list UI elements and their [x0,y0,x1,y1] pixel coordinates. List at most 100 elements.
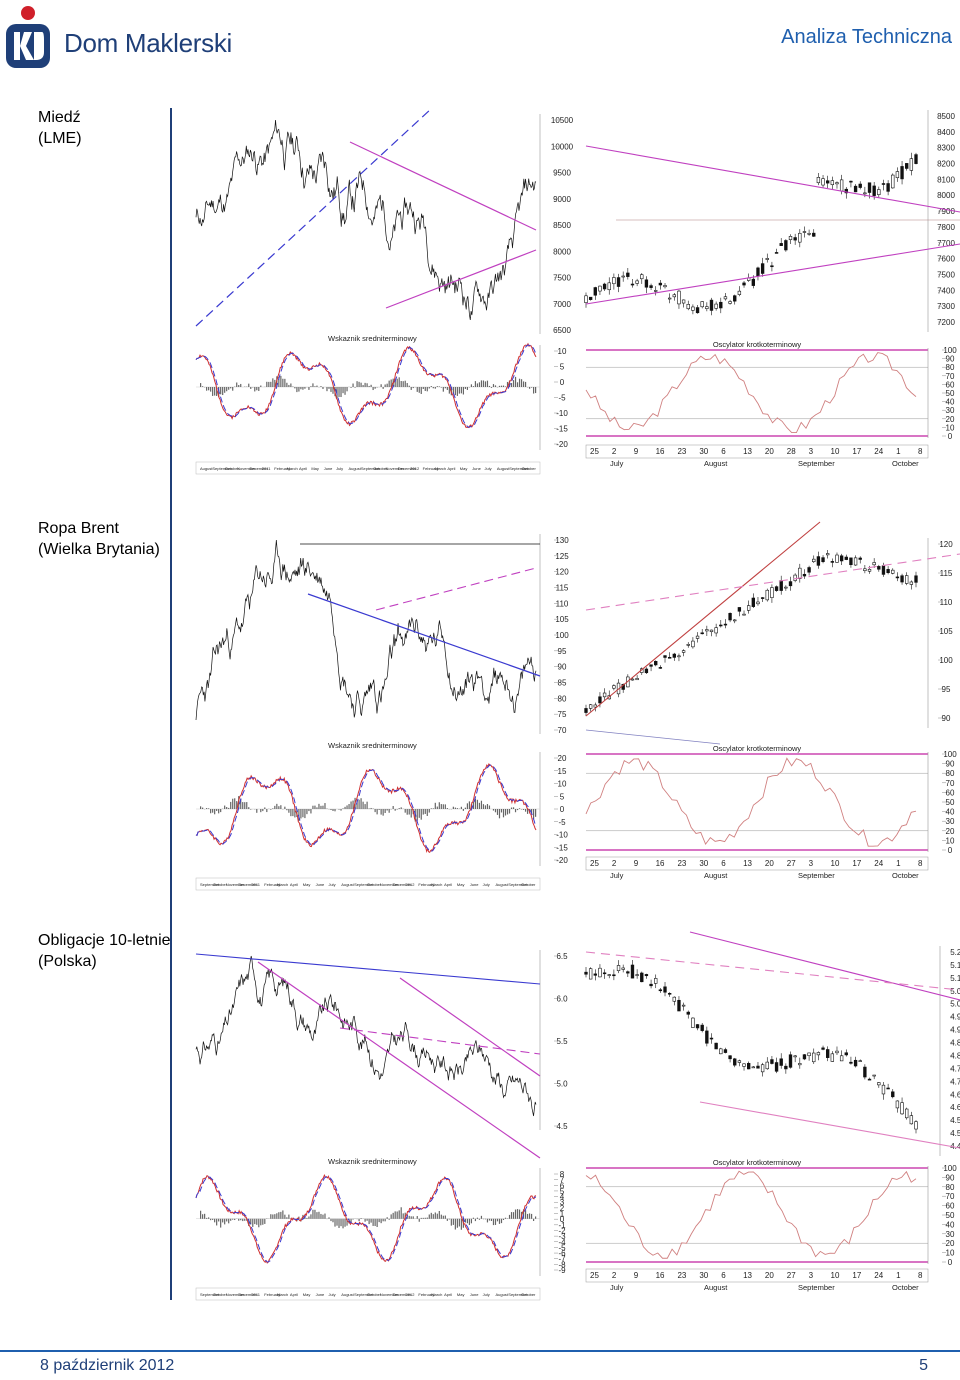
pl10y-stoch-ytick-6: 40 [946,1220,955,1229]
brent-short-candle-63 [877,566,881,570]
brent-macd-hist-bar-336 [532,809,535,820]
pl10y-macd-xlabel-8: May [303,1292,311,1297]
copper-macd-hist-bar-190 [386,383,388,387]
pl10y-macd-hist-bar-164 [360,1218,362,1219]
pl10y-macd-hist-bar-64 [260,1218,262,1226]
brent-macd-xlabel-15: December [393,882,412,887]
copper-macd-xlabel-23: July [485,466,492,471]
copper-macd-hist-bar-94 [290,383,292,387]
pl10y-short-candle-44 [788,1054,793,1068]
pl10y-short-candle-47 [802,1054,807,1060]
copper-stoch-ytick-6: 40 [946,398,955,407]
pl10y-stoch-day-2: 9 [634,1271,639,1280]
pl10y-macd-hist-bar-270 [466,1218,468,1224]
copper-long-frame [196,116,544,324]
pl10y-macd-ytick-4: 4 [560,1193,565,1202]
pl10y-resistance [195,953,541,985]
pl10y-stoch-day-6: 6 [721,1271,726,1280]
brent-macd-hist-bar-136 [332,809,334,811]
brent-short-candle-43 [784,586,788,589]
pl10y-macd-xlabel-20: May [457,1292,465,1297]
copper-stoch-day-12: 17 [852,447,861,456]
copper-macd-hist-bar-114 [310,386,312,387]
copper-macd-ytick-6: -20 [556,440,568,449]
brent-macd-xlabel-14: November [380,882,399,887]
pl10y-short-candle-5 [607,974,611,976]
pl10y-macd-ytick-5: 3 [560,1198,565,1207]
copper-short-candle-52 [826,180,830,184]
brent-macd-hist-bar-230 [426,809,428,816]
brent-macd-hist-bar-258 [454,807,456,809]
pl10y-macd-hist-bar-328 [524,1210,527,1219]
pl10y-macd-hist-bar-282 [478,1218,481,1220]
copper-macd-hist-bar-92 [288,384,290,387]
brent-macd-hist-bar-162 [358,799,360,809]
copper-long-ytick-6: 7500 [553,274,571,283]
copper-macd-ytick-5: -15 [556,425,568,434]
pl10y-stoch-date-strip [585,1268,929,1283]
pl10y-macd-hist-bar-202 [398,1210,400,1219]
brent-long-ytick-5: 105 [555,615,569,624]
brent-short-candle-21 [681,650,686,653]
copper-macd-xlabel-7: March [287,466,298,471]
pl10y-short-ytick-14: 4.50 [950,1129,960,1138]
copper-short-candle-12 [640,274,644,280]
pl10y-macd-hist-bar-102 [298,1216,300,1219]
copper-short-candle-70 [909,158,914,171]
pl10y-macd-hist-bar-318 [514,1209,517,1219]
brent-macd-xlabel-16: 2012 [406,882,416,887]
copper-macd-xlabel-19: March [435,466,446,471]
pl10y-macd-xlabel-24: September [508,1292,528,1297]
brent-stoch-day-10: 3 [809,859,814,868]
pl10y-macd-hist-bar-52 [248,1218,250,1227]
brent-stoch-day-14: 1 [896,859,901,868]
pl10y-macd-hist-bar-180 [376,1218,378,1227]
pl10y-macd-hist-bar-132 [328,1217,330,1219]
copper-short-support [585,243,960,305]
brent-short-uptrend [585,521,821,717]
brent-macd-hist-bar-128 [324,803,326,809]
pl10y-short-candle-62 [872,1074,876,1077]
pl10y-macd-hist-bar-150 [346,1218,348,1226]
pl10y-stoch-ytick-1: 90 [946,1173,955,1182]
brent-macd-xlabel-12: September [354,882,374,887]
copper-macd-hist-bar-86 [282,378,284,387]
brent-macd-hist-bar-312 [508,809,511,814]
copper-macd-hist-bar-316 [512,380,515,387]
brent-short-ytick-6: 90 [942,714,951,723]
pl10y-dashed [339,1027,541,1055]
copper-macd-hist-bar-120 [316,385,318,387]
pl10y-short-candle-63 [877,1082,881,1086]
brent-macd-hist-bar-36 [232,798,234,809]
pl10y-macd-hist-bar-44 [240,1218,242,1221]
copper-macd-hist-bar-184 [380,384,382,387]
copper-short-candle-62 [872,185,876,196]
brent-stoch-day-15: 8 [918,859,923,868]
pl10y-short-candle-11 [635,974,639,976]
copper-macd-hist-bar-304 [500,385,503,387]
copper-short-ytick-8: 7700 [937,239,955,248]
brent-stoch-day-2: 9 [634,859,639,868]
copper-short-candle-4 [602,283,607,290]
brent-short-ytick-3: 105 [939,627,953,636]
pl10y-stoch-day-15: 8 [918,1271,923,1280]
brent-macd-hist-bar-112 [308,809,310,812]
copper-macd-hist-bar-322 [518,378,521,387]
pl10y-macd-signal-line [195,1176,537,1263]
brent-macd-hist-bar-300 [496,809,499,815]
brent-macd-xlabel-23: August [495,882,508,887]
copper-macd-hist-bar-236 [432,387,434,389]
brent-short-ytick-1: 115 [940,569,953,578]
copper-macd-hist-bar-52 [248,383,250,387]
copper-short-candle-41 [774,252,779,254]
copper-macd-hist-bar-276 [472,386,475,387]
brent-short-candle-65 [886,569,890,574]
brent-long-ytick-12: 70 [558,726,567,735]
copper-macd-hist-bar-32 [228,387,230,390]
copper-short-candle-22 [686,304,690,310]
pl10y-macd-hist-bar-18 [214,1218,216,1223]
copper-resistance [349,141,537,231]
pl10y-macd-hist-bar-304 [500,1218,503,1224]
copper-macd-hist-bar-104 [300,387,302,390]
pl10y-short-candle-35 [747,1062,751,1070]
